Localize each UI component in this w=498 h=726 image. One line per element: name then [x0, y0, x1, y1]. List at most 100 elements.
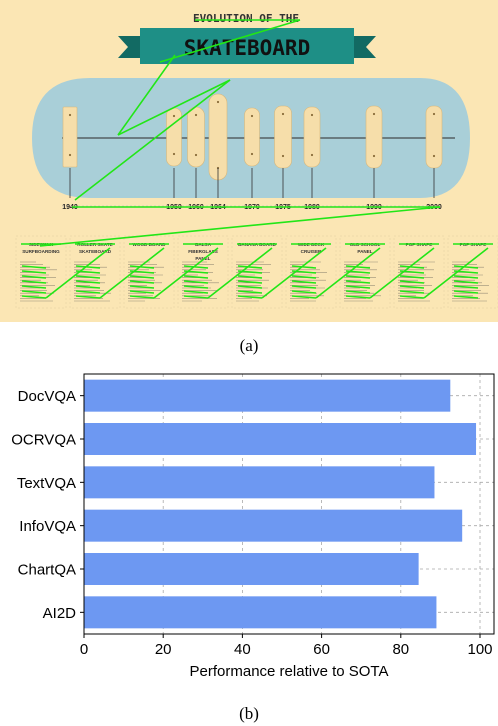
banner-left-tail [118, 36, 144, 58]
skateboard-5 [244, 107, 260, 167]
section-box [69, 235, 121, 309]
truck-bolt [372, 154, 376, 158]
annotation-scribble [75, 290, 101, 294]
x-tick-label: 60 [313, 641, 330, 658]
annotation-line [39, 206, 441, 247]
annotation-scribble [21, 270, 47, 274]
annotation-scribble [75, 265, 101, 269]
annotation-scribble [129, 290, 155, 294]
truck-bolt [310, 113, 314, 117]
annotation-scribble [183, 275, 209, 279]
annotation-scribble [453, 265, 479, 269]
annotation-scribble [75, 270, 101, 274]
skateboard-infographic: EVOLUTION OF THESKATEBOARD19401950196019… [0, 0, 498, 322]
annotation-scribble [183, 290, 209, 294]
x-tick-label: 0 [80, 641, 88, 658]
annotation-scribble [183, 285, 209, 289]
x-axis-title: Performance relative to SOTA [190, 663, 389, 680]
annotation-scribble [453, 275, 479, 279]
annotation-scribble [75, 285, 101, 289]
annotation-scribble [291, 290, 317, 294]
annotation-scribble [237, 270, 263, 274]
annotation-scribble [237, 265, 263, 269]
truck-bolt [372, 112, 376, 116]
x-tick-label: 40 [234, 641, 251, 658]
annotation-scribble [291, 295, 317, 299]
annotation-scribble [345, 295, 371, 299]
annotation-scribble [399, 275, 425, 279]
annotation-scribble [237, 280, 263, 284]
truck-bolt [216, 100, 220, 104]
annotation-scribble [183, 280, 209, 284]
annotation-scribble [183, 270, 209, 274]
annotation-scribble [399, 280, 425, 284]
annotation-scribble [21, 290, 47, 294]
annotation-line [74, 79, 231, 201]
annotation-scribble [129, 280, 155, 284]
annotation-scribble [75, 295, 101, 299]
skateboard-1 [62, 106, 78, 168]
section-box [177, 235, 229, 309]
annotation-scribble [291, 285, 317, 289]
annotation-scribble [399, 295, 425, 299]
annotation-scribble [453, 280, 479, 284]
annotation-line [207, 247, 273, 299]
infographic-title-banner: SKATEBOARD [184, 36, 310, 60]
bar-ocrvqa [84, 423, 477, 455]
bar-textvqa [84, 466, 435, 499]
banner-right-tail [350, 36, 376, 58]
category-label: TextVQA [17, 475, 76, 492]
section-heading: SURFBOARDING [22, 249, 60, 254]
x-tick-label: 20 [155, 641, 172, 658]
annotation-line [45, 247, 111, 299]
bar-infovqa [84, 509, 463, 542]
annotation-scribble [75, 280, 101, 284]
annotation-scribble [453, 290, 479, 294]
annotation-scribble [291, 275, 317, 279]
annotation-scribble [291, 265, 317, 269]
annotation-scribble [453, 285, 479, 289]
annotation-scribble [237, 285, 263, 289]
section-box [285, 235, 337, 309]
annotation-scribble [21, 275, 47, 279]
performance-bar-chart: DocVQA OCRVQA TextVQA InfoVQA ChartQA AI2D 0 20… [11, 373, 495, 680]
section-box [393, 235, 445, 309]
bar-docvqa [84, 379, 451, 412]
annotation-scribble [21, 280, 47, 284]
truck-bolt [310, 153, 314, 157]
annotation-scribble [129, 295, 155, 299]
annotation-line [99, 247, 165, 299]
annotation-line [261, 247, 327, 299]
section-heading: PANEL [195, 256, 210, 261]
annotation-scribble [399, 265, 425, 269]
annotation-scribble [345, 265, 371, 269]
annotation-scribble [399, 285, 425, 289]
bar-chartqa [84, 553, 419, 585]
bar-ai2d [84, 596, 437, 629]
skateboard-9 [425, 105, 443, 169]
section-heading: CRUISER [301, 249, 322, 254]
annotation-scribble [345, 290, 371, 294]
annotation-line [159, 19, 301, 63]
annotation-scribble [129, 285, 155, 289]
section-box [231, 235, 283, 309]
plot-frame [83, 373, 495, 635]
annotation-scribble [345, 275, 371, 279]
annotation-scribble [21, 265, 47, 269]
category-label: InfoVQA [19, 518, 76, 535]
skateboard-6 [274, 105, 292, 169]
truck-bolt [281, 112, 285, 116]
skateboard-7 [303, 106, 321, 168]
annotation-scribble [399, 270, 425, 274]
annotation-scribble [183, 265, 209, 269]
caption-b: (b) [239, 704, 259, 723]
annotation-scribble [453, 295, 479, 299]
truck-bolt [250, 152, 254, 156]
annotation-scribble [399, 290, 425, 294]
x-tick-label: 80 [392, 641, 409, 658]
category-label: ChartQA [18, 562, 76, 579]
truck-bolt [281, 154, 285, 158]
caption-a: (a) [239, 336, 259, 355]
truck-bolt [194, 153, 198, 157]
truck-bolt [250, 114, 254, 118]
